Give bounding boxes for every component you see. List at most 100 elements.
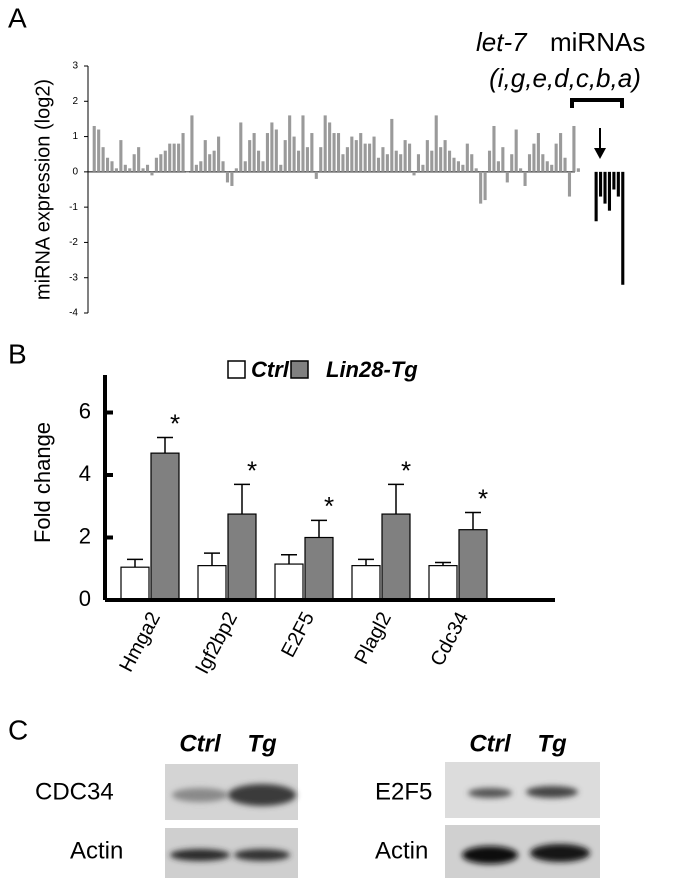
bar: [292, 136, 296, 172]
error-bar: [281, 553, 297, 565]
bar: [594, 171, 598, 222]
bar: [368, 143, 372, 172]
bar: [274, 563, 304, 601]
bar: [363, 143, 367, 172]
bar: [194, 164, 198, 172]
error-bar: [388, 483, 404, 515]
band: [468, 788, 512, 798]
annotation: (i,g,e,d,c,b,a): [489, 63, 641, 93]
bar: [483, 171, 487, 201]
bar: [532, 143, 536, 172]
row-label: CDC34: [35, 778, 114, 805]
bar: [345, 147, 349, 172]
bar: [319, 147, 323, 172]
bar: [607, 171, 612, 211]
legend-swatch: [290, 360, 309, 379]
blot-left: Ctrl Tg CDC34 Actin: [35, 730, 298, 878]
error-bar: [465, 511, 481, 530]
bar: [425, 140, 429, 172]
band: [530, 844, 590, 862]
bar: [328, 122, 332, 172]
lane-label: Tg: [537, 730, 567, 757]
y-tick-label: -3: [69, 272, 78, 283]
bar: [350, 136, 354, 172]
significance-marker: *: [401, 455, 411, 485]
bar: [612, 171, 616, 190]
bar: [150, 171, 154, 176]
bar: [310, 133, 314, 172]
bar: [567, 171, 572, 197]
significance-marker: *: [247, 455, 257, 485]
significance-marker: *: [170, 408, 180, 438]
error-bar: [204, 552, 220, 566]
bar: [283, 140, 287, 172]
bar: [416, 154, 421, 172]
bar: [270, 122, 274, 172]
lane-label: Tg: [247, 730, 277, 757]
bar: [443, 140, 447, 172]
row-label: E2F5: [375, 778, 432, 805]
bar: [572, 125, 576, 172]
bar: [227, 513, 257, 601]
bar: [119, 140, 123, 172]
bar: [351, 565, 381, 601]
bar: [177, 143, 181, 172]
bar: [296, 150, 301, 172]
bar: [265, 133, 270, 172]
bar: [239, 122, 243, 172]
bar: [199, 161, 203, 172]
bar: [510, 154, 514, 172]
bar: [208, 154, 212, 172]
bar: [399, 154, 403, 172]
bar: [190, 115, 194, 172]
bracket: [570, 98, 624, 108]
bar: [181, 133, 185, 172]
bar: [257, 150, 261, 172]
bar: [381, 513, 411, 601]
bar: [461, 164, 465, 172]
bar: [563, 157, 567, 172]
error-bar: [234, 483, 250, 515]
bar: [323, 115, 327, 172]
bar: [150, 452, 180, 601]
bar: [487, 150, 492, 172]
bar: [252, 133, 256, 172]
bar: [225, 171, 230, 183]
annotation: miRNAs: [550, 27, 645, 57]
bar: [616, 171, 620, 197]
row-label: Actin: [70, 837, 123, 864]
lane-label: Ctrl: [179, 730, 222, 757]
bar: [217, 136, 221, 172]
bar: [105, 157, 110, 172]
y-tick-label: 0: [72, 166, 78, 177]
bar: [212, 150, 216, 172]
bar: [274, 129, 278, 172]
bar: [527, 154, 532, 172]
bar: [458, 529, 488, 601]
x-tick-label: Igf2bp2: [191, 608, 242, 677]
bar: [243, 161, 247, 172]
bar: [101, 147, 105, 172]
bar: [336, 133, 341, 172]
bar: [354, 140, 358, 172]
bar: [261, 161, 265, 172]
error-bar: [435, 561, 451, 566]
y-axis-label: miRNA expression (log2): [32, 79, 54, 300]
bar: [434, 115, 438, 172]
y-tick-label: -2: [69, 237, 78, 248]
bar: [514, 129, 518, 172]
bar: [465, 143, 469, 172]
bar: [385, 154, 389, 172]
bar: [92, 125, 96, 172]
bar: [110, 161, 114, 172]
bar: [120, 566, 150, 601]
bar: [501, 147, 505, 172]
y-tick-label: 3: [72, 61, 78, 72]
y-tick-label: -1: [69, 202, 78, 213]
band: [526, 786, 578, 798]
bar: [163, 150, 167, 172]
bar: [172, 143, 176, 172]
bar: [341, 154, 345, 172]
bar: [97, 129, 101, 172]
